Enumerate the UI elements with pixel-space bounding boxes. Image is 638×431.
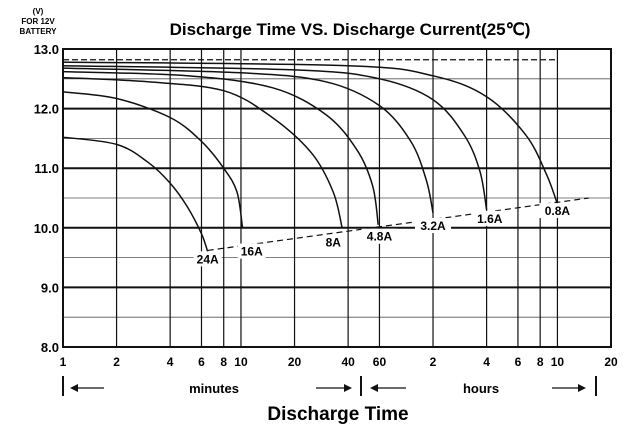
y-tick-label: 13.0 (34, 42, 59, 57)
y-tick-label: 12.0 (34, 102, 59, 117)
y-tick-labels: 8.0 9.0 10.0 11.0 12.0 13.0 (34, 42, 59, 355)
series-label: 0.8A (545, 204, 571, 218)
minutes-arrow-left-head (70, 384, 78, 392)
y-tick-label: 11.0 (34, 161, 59, 176)
minutes-label: minutes (189, 381, 239, 396)
x-tick-label: 20 (604, 355, 618, 369)
x-tick-label: 8 (220, 355, 227, 369)
x-tick-label: 2 (430, 355, 437, 369)
x-tick-label: 6 (515, 355, 522, 369)
series-label: 4.8A (367, 230, 393, 244)
series-line-1-6a (62, 64, 488, 211)
series-line-3-2a (62, 67, 434, 214)
y-unit-label-1: (V) (33, 7, 44, 16)
x-tick-label: 10 (234, 355, 248, 369)
hours-arrow-right-head (578, 384, 586, 392)
x-tick-label: 10 (551, 355, 565, 369)
x-tick-label: 2 (113, 355, 120, 369)
series-line-4-8a (62, 70, 379, 225)
series-labels: 24A 16A 8A 4.8A 3.2A 1.6A 0.8A (193, 203, 576, 267)
x-tick-label: 8 (537, 355, 544, 369)
series-line-16a (62, 91, 244, 228)
minutes-arrow-right-head (344, 384, 352, 392)
series-label: 8A (326, 236, 342, 250)
series-label: 3.2A (420, 219, 446, 233)
x-tick-label: 20 (288, 355, 302, 369)
series-line-8a (62, 76, 343, 228)
series-label: 16A (241, 245, 263, 259)
y-unit-label-2: FOR 12V (21, 17, 55, 26)
x-tick-label: 6 (198, 355, 205, 369)
y-unit-label-3: BATTERY (20, 27, 58, 36)
x-tick-label: 60 (373, 355, 387, 369)
cutoff-voltage-line (207, 197, 589, 252)
series-label-bg (193, 251, 222, 267)
hours-label: hours (463, 381, 499, 396)
chart-title: Discharge Time VS. Discharge Current(25℃… (170, 20, 531, 39)
x-tick-label: 4 (167, 355, 174, 369)
series-label-bg (471, 210, 508, 226)
y-tick-label: 10.0 (34, 221, 59, 236)
x-axis-title: Discharge Time (267, 404, 408, 425)
series-label-bg (361, 228, 398, 244)
series-line-0-8a (62, 61, 559, 205)
series-label: 24A (197, 252, 219, 266)
series-label-bg (237, 243, 266, 259)
grid (62, 48, 612, 348)
series-lines (62, 59, 589, 252)
time-units-bracket: minutes hours (62, 376, 597, 396)
x-tick-labels: 1 2 4 6 8 10 20 40 60 2 4 6 8 10 20 (60, 355, 618, 369)
x-tick-label: 4 (483, 355, 490, 369)
hours-arrow-left-head (370, 384, 378, 392)
series-label: 1.6A (477, 212, 503, 226)
y-tick-label: 8.0 (41, 340, 59, 355)
series-line-24a (62, 136, 209, 252)
y-tick-label: 9.0 (41, 280, 59, 295)
x-tick-label: 40 (341, 355, 355, 369)
series-label-bg (415, 217, 452, 233)
series-label-bg (323, 234, 344, 250)
series-label-bg (539, 203, 576, 219)
x-tick-label: 1 (60, 355, 67, 369)
